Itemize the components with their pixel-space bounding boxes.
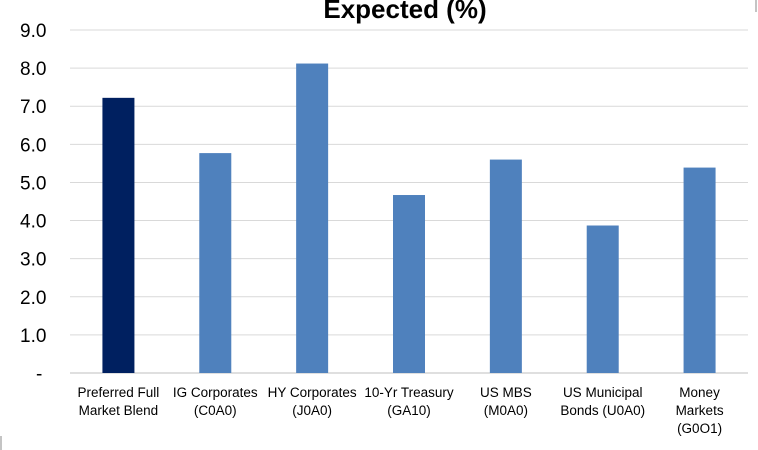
y-tick-label: 5.0	[20, 173, 46, 194]
y-tick-label: 1.0	[20, 326, 46, 347]
y-tick-label: 6.0	[20, 135, 46, 156]
x-category-label: 10-Yr Treasury (GA10)	[364, 385, 454, 418]
y-tick-label: 7.0	[20, 97, 46, 118]
bar	[199, 153, 232, 373]
x-category-label: Money Markets (G0O1)	[676, 385, 724, 436]
bars	[102, 63, 716, 374]
bar	[586, 225, 619, 373]
bar	[296, 63, 329, 373]
y-axis-ticks: - 1.0 2.0 3.0 4.0 5.0 6.0 7.0 8.0 9.0	[20, 21, 46, 385]
y-tick-label: -	[36, 364, 42, 385]
bar	[102, 97, 135, 374]
bar	[393, 195, 425, 373]
x-category-label: IG Corporates (C0A0)	[173, 385, 258, 418]
x-category-label: HY Corporates (J0A0)	[268, 385, 357, 418]
chart-title: Expected (%)	[323, 0, 486, 24]
y-tick-label: 3.0	[20, 250, 46, 271]
y-tick-label: 8.0	[20, 59, 46, 80]
y-tick-label: 4.0	[20, 212, 46, 233]
y-tick-label: 2.0	[20, 288, 46, 309]
x-category-label: Preferred Full Market Blend	[78, 385, 160, 418]
y-tick-label: 9.0	[20, 21, 46, 42]
bar	[683, 167, 716, 373]
x-axis-labels: Preferred Full Market Blend IG Corporates(…	[78, 385, 724, 436]
x-category-label: US MBS (M0A0)	[480, 385, 532, 418]
x-category-label: US Municipal Bonds (U0A0)	[560, 385, 645, 418]
bar	[489, 159, 522, 373]
